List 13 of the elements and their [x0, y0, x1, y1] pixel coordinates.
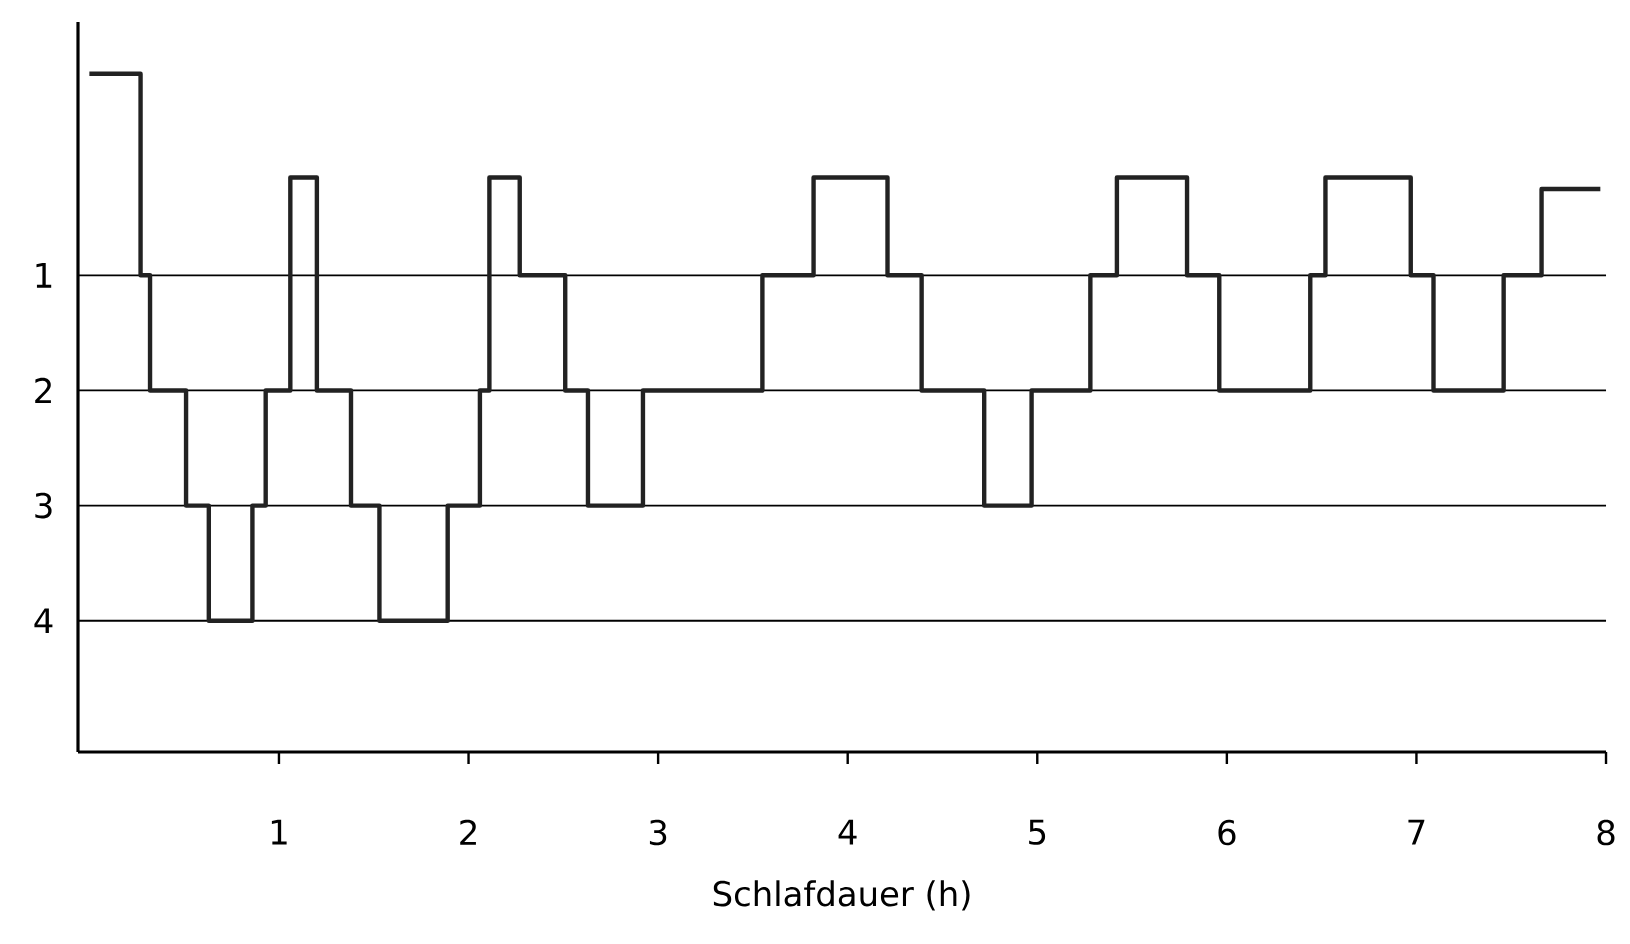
x-tick-label: 6 [1218, 819, 1236, 846]
y-tick-label: 3 [35, 492, 52, 519]
x-axis-title: Schlafdauer (h) [713, 880, 970, 911]
x-tick-label: 4 [838, 819, 857, 845]
y-tick-label: 4 [34, 608, 53, 634]
x-tick-label: 2 [460, 819, 476, 845]
x-tick-label: 5 [1029, 819, 1046, 845]
y-tick-label: 2 [35, 377, 51, 404]
y-tick-label: 1 [36, 262, 52, 288]
x-tick-label: 8 [1597, 819, 1615, 846]
x-tick-label: 1 [271, 819, 287, 845]
x-tick-label: 7 [1408, 819, 1425, 845]
x-tick-label: 3 [649, 819, 667, 846]
